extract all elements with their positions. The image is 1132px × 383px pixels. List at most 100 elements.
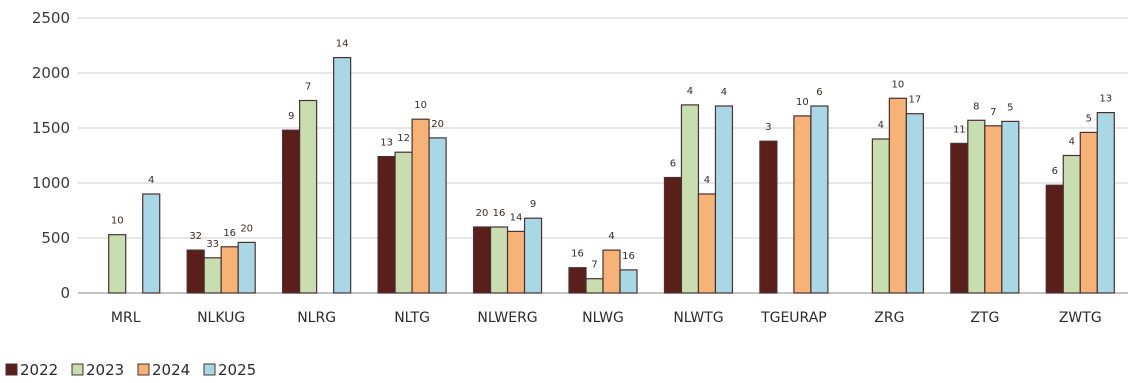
bar-2023-NLWTG	[680, 104, 700, 294]
bar-2024-NLWTG	[697, 193, 717, 294]
data-label: 4	[878, 120, 884, 131]
bar-2025-NLWTG	[714, 105, 734, 294]
bar-2024-NLWERG	[506, 230, 526, 294]
bar-2023-ZTG	[967, 119, 986, 294]
data-label: 5	[1007, 102, 1013, 113]
data-label: 4	[721, 87, 727, 98]
legend-swatch-2022	[5, 363, 18, 376]
data-label: 6	[670, 159, 676, 170]
bar-2025-NLRG	[333, 56, 352, 294]
data-label: 32	[189, 231, 202, 242]
data-label: 16	[493, 208, 506, 219]
bar-2022-ZWTG	[1045, 184, 1064, 294]
bar-2022-ZTG	[950, 142, 969, 294]
data-label: 6	[816, 87, 822, 98]
data-label: 4	[148, 175, 154, 186]
data-label: 20	[431, 119, 444, 130]
bar-2024-NLKUG	[220, 246, 239, 294]
bar-2022-NLTG	[377, 156, 396, 294]
category-label: NLWG	[582, 310, 624, 326]
bar-2025-ZRG	[905, 113, 924, 294]
bar-2024-NLTG	[411, 118, 430, 294]
bar-2025-NLTG	[428, 137, 447, 294]
data-label: 5	[1086, 113, 1092, 124]
legend-label: 2025	[218, 361, 256, 379]
data-label: 9	[288, 111, 294, 122]
data-label: 16	[622, 251, 635, 262]
data-label: 7	[305, 82, 311, 93]
data-label: 12	[397, 133, 410, 144]
bar-2025-NLWG	[619, 269, 638, 294]
data-label: 10	[891, 79, 904, 90]
y-tick-label: 2500	[32, 9, 70, 27]
bar-2022-NLWTG	[663, 176, 683, 294]
bar-2022-NLKUG	[186, 249, 205, 294]
bar-2023-ZRG	[871, 138, 890, 294]
category-label: ZRG	[874, 310, 904, 326]
data-labels: 10 4 32 33 16 20 9 7 14 13 12 10 20 20 16 14 9 16 7 4 16 6 4 4 4…	[111, 39, 1112, 271]
data-label: 20	[476, 208, 489, 219]
bar-2023-NLWG	[585, 278, 604, 294]
data-label: 10	[796, 97, 809, 108]
category-label: TGEURAP	[760, 310, 827, 326]
category-label: ZTG	[970, 310, 999, 326]
data-label: 14	[336, 39, 349, 50]
data-label: 4	[1069, 137, 1075, 148]
legend-label: 2023	[86, 361, 124, 379]
legend-label: 2024	[152, 361, 190, 379]
bar-2022-TGEURAP	[759, 140, 778, 294]
data-label: 10	[414, 100, 427, 111]
x-axis-categories: MRL NLKUG NLRG NLTG NLWERG NLWG NLWTG TGEURAP ZR…	[111, 310, 1102, 326]
bar-2024-NLWG	[602, 249, 621, 294]
bar-2025-TGEURAP	[810, 105, 829, 294]
data-label: 7	[990, 107, 996, 118]
bar-2025-MRL	[142, 193, 161, 294]
data-label: 6	[1052, 166, 1058, 177]
bar-2023-MRL	[108, 234, 127, 294]
legend-swatch-2025	[203, 363, 216, 376]
data-label: 7	[591, 260, 597, 271]
bar-2023-NLRG	[299, 99, 318, 294]
bar-2025-ZWTG	[1096, 111, 1115, 294]
bar-2024-ZWTG	[1079, 131, 1098, 294]
data-label: 3	[765, 122, 771, 133]
data-label: 16	[223, 228, 236, 239]
category-label: NLKUG	[197, 310, 245, 326]
data-label: 20	[240, 223, 253, 234]
category-label: ZWTG	[1059, 310, 1102, 326]
category-label: NLWERG	[477, 310, 537, 326]
y-axis-ticks: 0 500 1000 1500 2000 2500	[32, 9, 70, 302]
data-label: 13	[1099, 94, 1112, 105]
data-label: 4	[608, 231, 614, 242]
y-tick-label: 1000	[32, 174, 70, 192]
category-label: MRL	[111, 310, 141, 326]
category-label: NLRG	[297, 310, 336, 326]
bars	[108, 56, 1115, 294]
bar-2024-TGEURAP	[793, 115, 812, 294]
legend-swatch-2023	[71, 363, 84, 376]
category-label: NLTG	[394, 310, 430, 326]
bar-2022-NLRG	[282, 129, 301, 294]
bar-2022-NLWERG	[472, 226, 492, 294]
y-tick-label: 2000	[32, 64, 70, 82]
bar-2024-ZRG	[888, 97, 907, 294]
legend-label: 2022	[20, 361, 58, 379]
data-label: 10	[111, 216, 124, 227]
data-label: 4	[687, 86, 693, 97]
bar-2023-NLWERG	[489, 226, 509, 294]
data-label: 8	[973, 101, 979, 112]
y-tick-label: 1500	[32, 119, 70, 137]
data-label: 33	[206, 239, 219, 250]
data-label: 4	[704, 175, 710, 186]
bar-2023-NLTG	[394, 151, 413, 294]
legend: 2022 2023 2024 2025	[5, 361, 256, 379]
data-label: 17	[908, 95, 921, 106]
bar-2022-NLWG	[568, 267, 587, 294]
bar-2024-ZTG	[984, 125, 1003, 294]
category-label: NLWTG	[673, 310, 723, 326]
data-label: 11	[953, 124, 966, 135]
data-label: 14	[510, 212, 523, 223]
bar-2023-NLKUG	[203, 257, 222, 294]
bar-2025-NLWERG	[523, 217, 543, 294]
